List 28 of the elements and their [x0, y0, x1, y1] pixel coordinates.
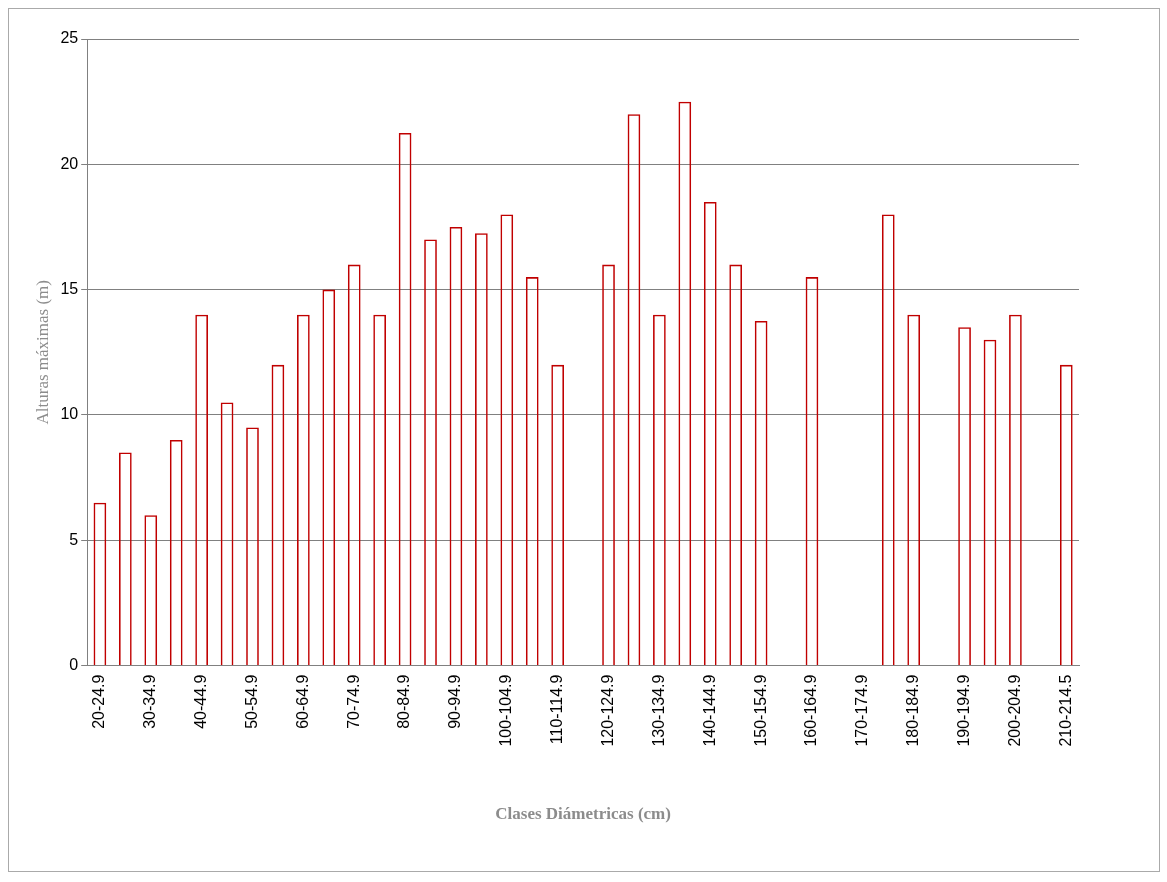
x-tick-label: 200-204.9 [1005, 674, 1023, 747]
x-tick-label: 90-94.9 [446, 674, 464, 729]
x-tick-label: 60-64.9 [293, 674, 311, 729]
x-tick-label: 30-34.9 [141, 674, 159, 729]
x-tick-label: 40-44.9 [192, 674, 210, 729]
x-tick-label: 50-54.9 [242, 674, 260, 729]
x-tick-label: 110-114.9 [548, 674, 566, 745]
y-axis-title: Alturas máximas (m) [32, 280, 52, 425]
y-tick-label: 25 [60, 29, 79, 47]
x-axis-title: Clases Diámetricas (cm) [495, 804, 671, 824]
x-tick-label: 120-124.9 [598, 674, 616, 747]
x-tick-label: 100-104.9 [497, 674, 515, 747]
y-tick-label: 15 [60, 280, 79, 298]
x-tick-label: 70-74.9 [344, 674, 362, 729]
y-tick-label: 10 [60, 405, 79, 423]
y-tick-label: 0 [69, 655, 79, 673]
y-tick-label: 5 [69, 530, 79, 548]
y-tick-label: 20 [60, 154, 79, 172]
x-tick-label: 130-134.9 [649, 674, 667, 747]
x-tick-label: 180-184.9 [904, 674, 922, 747]
x-tick-label: 160-164.9 [802, 674, 820, 747]
x-tick-label: 150-154.9 [751, 674, 769, 747]
x-tick-label: 80-84.9 [395, 674, 413, 729]
x-tick-label: 190-194.9 [954, 674, 972, 747]
x-tick-label: 140-144.9 [700, 674, 718, 747]
x-tick-label: 210-214.5 [1056, 674, 1074, 747]
x-tick-label: 20-24.9 [90, 674, 108, 729]
x-tick-label: 170-174.9 [853, 674, 871, 747]
